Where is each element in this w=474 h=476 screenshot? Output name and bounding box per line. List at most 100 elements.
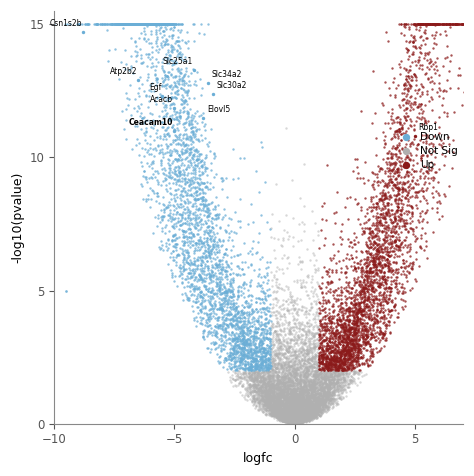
Point: [147, 195, 155, 203]
Point: [254, 362, 261, 369]
Point: [345, 333, 352, 341]
Point: [294, 383, 301, 390]
Point: [405, 24, 412, 31]
Point: [298, 408, 305, 416]
Point: [297, 415, 305, 423]
Point: [287, 407, 294, 415]
Point: [440, 190, 447, 198]
Point: [222, 258, 230, 266]
Point: [364, 271, 371, 279]
Point: [316, 394, 323, 402]
Point: [185, 294, 192, 302]
Point: [374, 170, 381, 178]
Point: [326, 332, 334, 339]
Point: [354, 342, 361, 350]
Point: [346, 348, 353, 356]
Point: [326, 397, 334, 404]
Point: [316, 398, 323, 406]
Point: [301, 378, 309, 386]
Point: [239, 341, 246, 348]
Point: [319, 351, 327, 358]
Point: [160, 20, 168, 28]
Point: [244, 293, 252, 300]
Point: [256, 378, 264, 386]
Point: [323, 340, 330, 347]
Point: [153, 74, 160, 81]
Point: [321, 382, 328, 389]
Point: [354, 263, 361, 270]
Point: [337, 303, 345, 310]
Point: [412, 118, 420, 125]
Point: [231, 339, 239, 347]
Point: [325, 355, 333, 363]
Point: [288, 416, 296, 424]
Point: [400, 80, 408, 88]
Point: [309, 391, 316, 399]
Point: [127, 20, 135, 28]
Point: [291, 388, 298, 396]
Point: [381, 244, 389, 252]
Point: [286, 396, 294, 403]
Point: [402, 153, 410, 161]
Point: [280, 364, 287, 371]
Point: [362, 339, 369, 347]
Point: [164, 56, 171, 63]
Point: [354, 347, 362, 355]
Point: [180, 241, 187, 249]
Point: [261, 403, 269, 410]
Point: [289, 415, 297, 423]
Point: [293, 351, 301, 358]
Point: [300, 354, 308, 362]
Point: [351, 348, 359, 356]
Point: [278, 286, 285, 293]
Point: [347, 289, 355, 297]
Point: [281, 409, 289, 417]
Point: [206, 185, 213, 193]
Point: [262, 391, 270, 398]
Point: [258, 373, 266, 381]
Point: [204, 142, 211, 149]
Point: [188, 202, 196, 209]
Point: [332, 353, 339, 361]
Point: [296, 415, 303, 423]
Point: [149, 159, 156, 167]
Point: [412, 168, 419, 175]
Point: [167, 47, 175, 55]
Point: [310, 400, 318, 408]
Point: [210, 326, 218, 334]
Point: [393, 168, 401, 175]
Point: [245, 327, 253, 335]
Point: [258, 387, 265, 395]
Point: [300, 405, 307, 412]
Point: [285, 381, 293, 389]
Point: [442, 87, 450, 95]
Point: [252, 364, 260, 372]
Point: [367, 313, 375, 320]
Point: [193, 284, 201, 291]
Point: [333, 362, 340, 369]
Point: [176, 50, 184, 58]
Point: [302, 370, 310, 377]
Point: [285, 375, 292, 382]
Point: [243, 325, 251, 332]
Point: [213, 350, 221, 358]
Point: [296, 325, 303, 332]
Point: [284, 375, 292, 382]
Point: [302, 383, 310, 391]
Point: [327, 379, 335, 387]
Point: [264, 375, 271, 383]
Point: [295, 333, 302, 341]
Point: [269, 394, 276, 401]
Point: [325, 382, 332, 390]
Point: [266, 396, 273, 403]
Point: [350, 317, 357, 325]
Point: [315, 392, 322, 400]
Point: [216, 263, 223, 270]
Point: [358, 294, 366, 301]
Point: [376, 253, 383, 261]
Point: [245, 348, 252, 356]
Point: [307, 400, 315, 408]
Point: [311, 385, 319, 392]
Point: [188, 123, 196, 131]
Point: [261, 381, 269, 389]
